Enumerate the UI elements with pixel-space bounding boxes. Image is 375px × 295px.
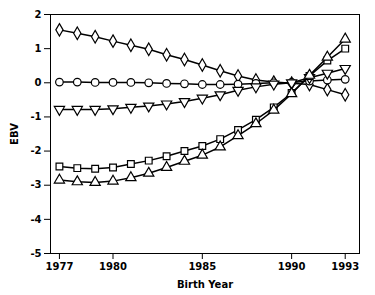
svg-text:-3: -3 (30, 179, 41, 190)
svg-text:1990: 1990 (278, 261, 306, 272)
svg-text:1977: 1977 (46, 261, 74, 272)
svg-text:1980: 1980 (99, 261, 127, 272)
svg-text:-4: -4 (30, 214, 41, 225)
svg-text:-2: -2 (30, 145, 41, 156)
svg-text:2: 2 (35, 9, 42, 20)
svg-text:EBV: EBV (9, 123, 20, 145)
svg-text:1: 1 (35, 43, 42, 54)
svg-text:-5: -5 (30, 248, 41, 259)
svg-text:1993: 1993 (331, 261, 359, 272)
svg-text:Birth Year: Birth Year (177, 279, 233, 290)
svg-text:-1: -1 (30, 111, 41, 122)
svg-text:1985: 1985 (188, 261, 216, 272)
svg-text:0: 0 (35, 77, 42, 88)
